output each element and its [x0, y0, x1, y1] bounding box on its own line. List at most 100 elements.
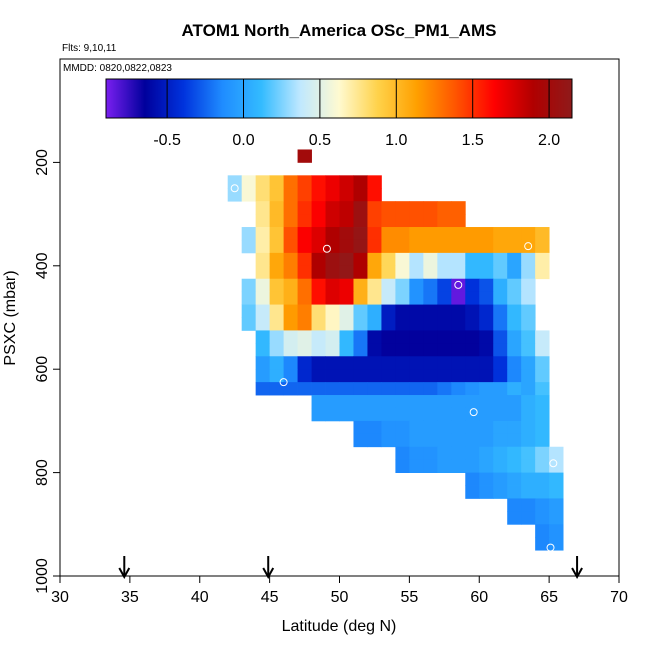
heatmap-cell [521, 304, 536, 318]
heatmap-cell [395, 382, 410, 396]
heatmap-cell [395, 252, 410, 267]
heatmap-cell [325, 343, 340, 357]
heatmap-cell [423, 265, 438, 280]
heatmap-cell [423, 304, 438, 318]
heatmap-cell [395, 369, 410, 383]
heatmap-cell [255, 214, 271, 228]
heatmap-cell [535, 446, 550, 461]
heatmap-cell [381, 407, 396, 422]
heatmap-cell [311, 239, 326, 254]
heatmap-cell [493, 317, 508, 331]
heatmap-cell [367, 395, 382, 409]
heatmap-cell [283, 214, 298, 228]
heatmap-cell [353, 420, 368, 435]
heatmap-cell [353, 433, 368, 448]
heatmap-cell [451, 382, 466, 396]
heatmap-cell [381, 433, 396, 448]
heatmap-cell [255, 382, 271, 396]
heatmap-cell [493, 278, 508, 293]
colorbar-tick-label: 1.5 [462, 132, 484, 149]
heatmap-cell [283, 382, 298, 396]
heatmap-cell [311, 278, 326, 293]
heatmap-cell [465, 420, 480, 435]
heatmap-cell [507, 239, 522, 254]
x-tick-label: 35 [121, 589, 139, 606]
heatmap-cell [367, 188, 382, 202]
heatmap-cell [479, 252, 494, 267]
heatmap-cell [395, 330, 410, 344]
heatmap-cell [437, 433, 452, 448]
x-axis: 30 35 40 45 50 55 60 65 70 [51, 576, 628, 606]
heatmap-cell [423, 446, 438, 461]
heatmap-cell [367, 239, 382, 254]
heatmap-cell [409, 395, 424, 409]
heatmap-cell [423, 227, 438, 241]
heatmap-cell [409, 291, 424, 305]
heatmap-cell [549, 524, 564, 538]
heatmap-cell [255, 265, 271, 280]
heatmap-cell [507, 356, 522, 370]
heatmap-cell [535, 382, 550, 396]
heatmap-cell [465, 304, 480, 318]
heatmap-cell [311, 188, 326, 202]
heatmap-cell [381, 214, 396, 228]
down-arrow-icon [571, 556, 583, 580]
heatmap-cell [339, 330, 354, 344]
x-tick-label: 50 [331, 589, 349, 606]
heatmap-cell [409, 356, 424, 370]
heatmap-cell [381, 278, 396, 293]
heatmap-cell [507, 407, 522, 422]
heatmap-cell [395, 446, 410, 461]
heatmap-cell [507, 420, 522, 435]
heatmap-cell [283, 239, 298, 254]
heatmap-cell [423, 356, 438, 370]
heatmap-cell [423, 459, 438, 473]
heatmap-cell [325, 317, 340, 331]
heatmap-cell [535, 537, 550, 551]
heatmap-cell [493, 369, 508, 383]
heatmap-cell [493, 433, 508, 448]
colorbar-tick-label: 0.5 [309, 132, 331, 149]
heatmap-cell [451, 356, 466, 370]
heatmap-cell [255, 304, 271, 318]
heatmap-cell [451, 395, 466, 409]
heatmap-cell [311, 214, 326, 228]
heatmap-cell [479, 227, 494, 241]
heatmap-cell [409, 265, 424, 280]
heatmap-cell [521, 395, 536, 409]
heatmap-cell [479, 382, 494, 396]
heatmap-cell [423, 252, 438, 267]
flight-marker-circle [549, 459, 558, 468]
heatmap-cell [353, 382, 368, 396]
heatmap-cell [451, 407, 466, 422]
heatmap-cell [367, 330, 382, 344]
heatmap-cell [493, 407, 508, 422]
heatmap-cell [395, 304, 410, 318]
heatmap-cell [255, 239, 271, 254]
heatmap-cell [269, 369, 284, 383]
flight-marker-circle [546, 543, 555, 552]
heatmap-cell [353, 395, 368, 409]
heatmap-cell [283, 291, 298, 305]
heatmap-cell [395, 214, 410, 228]
heatmap-cell [367, 382, 382, 396]
heatmap-cell [437, 252, 452, 267]
heatmap-cell [409, 227, 424, 241]
y-axis: 200 400 600 800 1000 [34, 149, 60, 594]
heatmap-cell [227, 188, 243, 202]
heatmap-cell [521, 369, 536, 383]
heatmap-cell [353, 278, 368, 293]
heatmap-cell [423, 330, 438, 344]
heatmap-cell [423, 343, 438, 357]
y-tick-label: 1000 [34, 558, 51, 594]
heatmap-cell [535, 420, 550, 435]
heatmap-cell [479, 459, 494, 473]
heatmap-cell [493, 239, 508, 254]
heatmap-cell [311, 382, 326, 396]
heatmap-cell [339, 239, 354, 254]
heatmap-cell [241, 278, 257, 293]
heatmap-cell [535, 433, 550, 448]
heatmap-cell [451, 291, 466, 305]
heatmap-cell [353, 265, 368, 280]
heatmap-cell [297, 356, 312, 370]
